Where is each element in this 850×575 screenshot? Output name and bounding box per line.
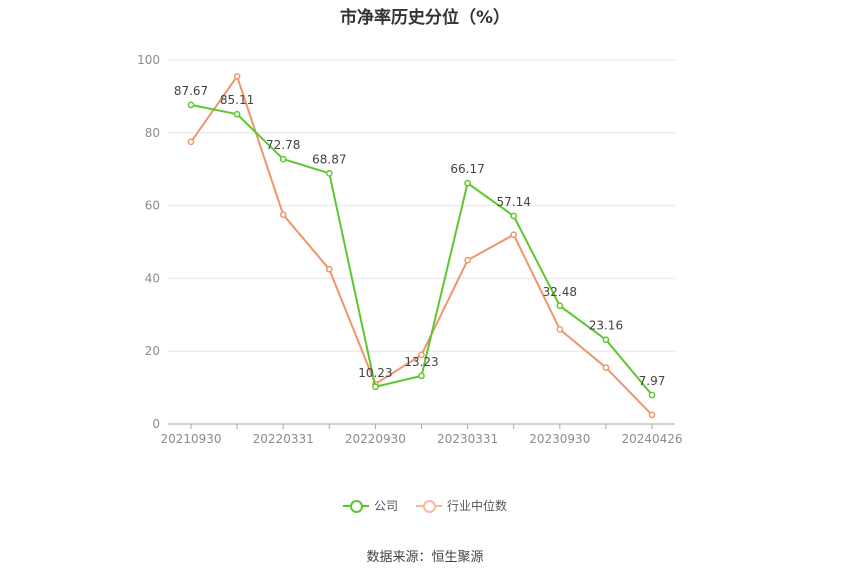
legend-item-industry-median[interactable]: 行业中位数 [416,497,507,514]
data-point-company [556,302,564,310]
legend: 公司 行业中位数 [0,497,850,514]
data-point-company [464,179,471,187]
data-label-company: 13.23 [404,355,438,369]
data-label-company: 85.11 [220,93,254,107]
data-point-company [325,169,333,177]
legend-swatch-industry-median [416,499,442,513]
y-tick-label: 40 [145,271,160,285]
x-tick-label: 20240426 [621,432,682,446]
x-tick-label: 20220331 [253,432,314,446]
legend-swatch-company [342,499,369,513]
data-label-company: 57.14 [497,195,531,209]
data-point-industry-median [510,231,518,239]
data-label-company: 66.17 [450,162,484,176]
y-tick-label: 100 [137,53,160,67]
legend-label-company: 公司 [373,499,398,513]
data-point-company [233,110,241,118]
data-label-company: 23.16 [589,319,623,333]
y-tick-label: 80 [145,126,160,140]
y-tick-label: 60 [145,199,160,213]
data-label-company: 87.67 [174,84,208,98]
series-lines [187,73,656,419]
data-point-company [372,383,379,391]
x-tick-label: 20220930 [345,432,406,446]
data-point-industry-median [325,265,333,273]
data-label-company: 10.23 [358,366,392,380]
data-source: 数据来源：恒生聚源 [366,550,484,565]
data-point-industry-median [279,211,287,219]
grid-lines [168,59,675,352]
data-label-company: 68.87 [312,152,346,166]
chart-title: 市净率历史分位（%） [339,8,511,28]
x-tick-label: 20210930 [160,432,221,446]
data-point-industry-median [556,326,564,333]
axes: 0 20 40 60 80 100 20210930 20220331 20220930 2023… [137,53,682,446]
data-point-industry-median [233,73,241,80]
data-labels: 87.67 85.11 72.78 68.87 10.23 13.23 66.17 57.14… [174,84,666,388]
data-label-company: 32.48 [543,285,577,299]
data-point-company [648,391,656,399]
data-label-company: 7.97 [639,374,666,388]
y-tick-label: 20 [145,344,160,358]
data-point-industry-median [602,364,610,371]
data-point-company [510,212,518,220]
y-tick-label: 0 [152,417,160,431]
data-point-industry-median [187,138,195,146]
data-point-company [602,336,610,344]
data-point-company [418,372,425,380]
x-tick-label: 20230331 [437,432,498,446]
data-point-industry-median [464,256,471,264]
data-point-industry-median [418,351,425,359]
x-tick-label: 20230930 [529,432,590,446]
data-label-company: 72.78 [266,138,300,152]
legend-label-industry-median: 行业中位数 [447,499,508,513]
data-point-company [187,101,195,109]
data-point-industry-median [648,411,656,419]
data-point-company [279,155,287,163]
legend-item-company[interactable]: 公司 [342,497,398,514]
